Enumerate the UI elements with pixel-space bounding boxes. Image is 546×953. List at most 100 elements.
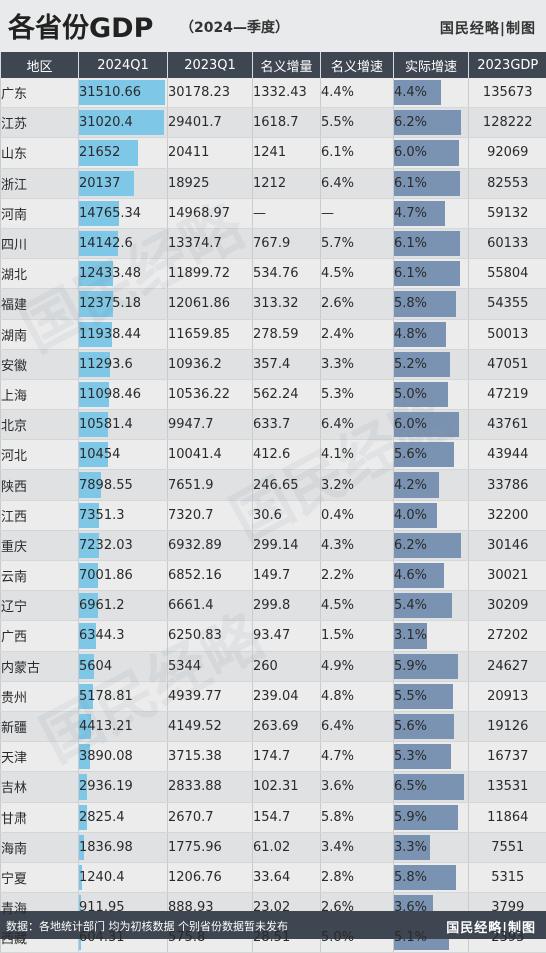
cell-value: 重庆 (1, 540, 27, 555)
cell-value: 广东 (1, 87, 27, 102)
cell-value: 4.4% (394, 85, 427, 100)
cell-value: 10536.22 (168, 387, 230, 402)
cell-gdp-2023: 32200 (469, 500, 546, 530)
cell-nominal-increase: 1332.43 (253, 78, 321, 108)
cell-nominal-increase: 1241 (253, 138, 321, 168)
cell-value: 2825.4 (79, 810, 125, 825)
cell-value: 7001.86 (79, 568, 133, 583)
cell-nominal-growth: 3.4% (321, 832, 394, 862)
cell-value: 4.0% (394, 508, 427, 523)
cell-value: 911.95 (79, 900, 125, 915)
cell-value: 3.6% (321, 779, 354, 794)
cell-nominal-growth: 4.7% (321, 742, 394, 772)
cell-value: 30.6 (253, 508, 282, 523)
cell-value: 4.1% (321, 447, 354, 462)
cell-value: 7232.03 (79, 538, 133, 553)
cell-value: 11293.6 (79, 357, 133, 372)
col-header-nominal-growth: 名义增速 (321, 52, 394, 78)
cell-q1-2023: 11899.72 (168, 259, 253, 289)
cell-value: 宁夏 (1, 872, 27, 887)
cell-value: 6344.3 (79, 628, 125, 643)
cell-real-growth: 5.6% (394, 711, 469, 741)
cell-value: 633.7 (253, 417, 290, 432)
cell-value: 2.2% (321, 568, 354, 583)
cell-region: 北京 (1, 410, 79, 440)
cell-region: 上海 (1, 379, 79, 409)
cell-value: 6.4% (321, 719, 354, 734)
cell-region: 湖南 (1, 319, 79, 349)
cell-nominal-growth: 2.6% (321, 289, 394, 319)
cell-nominal-growth: 4.5% (321, 259, 394, 289)
cell-value: 14142.6 (79, 236, 133, 251)
cell-q1-2024: 4413.21 (79, 711, 168, 741)
cell-value: 3.4% (321, 840, 354, 855)
col-header-gdp-2023: 2023GDP (469, 52, 546, 78)
cell-value: 82553 (487, 176, 528, 191)
cell-value: 4413.21 (79, 719, 133, 734)
cell-q1-2023: 12061.86 (168, 289, 253, 319)
cell-value: 5.7% (321, 236, 354, 251)
cell-value: 7651.9 (168, 478, 214, 493)
cell-value: 11899.72 (168, 266, 230, 281)
cell-value: 5315 (491, 870, 524, 885)
cell-nominal-increase: 263.69 (253, 711, 321, 741)
cell-real-growth: 4.6% (394, 561, 469, 591)
cell-value: 北京 (1, 419, 27, 434)
footer-source-note: 数据：各地统计部门 均为初核数据 个别省份数据暂未发布 (6, 918, 288, 934)
cell-value: 6.1% (321, 145, 354, 160)
cell-value: 新疆 (1, 721, 27, 736)
cell-value: 33.64 (253, 870, 290, 885)
cell-value: 6.4% (321, 417, 354, 432)
cell-value: 4.3% (321, 538, 354, 553)
cell-value: 6961.2 (79, 598, 125, 613)
cell-value: 7898.55 (79, 478, 133, 493)
cell-value: 47051 (487, 357, 528, 372)
cell-q1-2023: 14968.97 (168, 198, 253, 228)
cell-nominal-increase: 357.4 (253, 349, 321, 379)
cell-value: 128222 (483, 115, 533, 130)
cell-value: 5344 (168, 659, 201, 674)
header-row: 地区 2024Q1 2023Q1 名义增量 名义增速 实际增速 2023GDP (1, 52, 546, 78)
cell-value: 4.9% (321, 659, 354, 674)
cell-q1-2023: 4149.52 (168, 711, 253, 741)
cell-region: 宁夏 (1, 862, 79, 892)
cell-value: 135673 (483, 85, 533, 100)
cell-nominal-growth: 4.4% (321, 78, 394, 108)
cell-nominal-growth: 3.6% (321, 772, 394, 802)
cell-real-growth: 5.9% (394, 802, 469, 832)
cell-gdp-2023: 59132 (469, 198, 546, 228)
cell-value: 5.6% (394, 447, 427, 462)
cell-value: 10454 (79, 447, 120, 462)
cell-gdp-2023: 20913 (469, 681, 546, 711)
title-bar: 各省份GDP （2024—季度） 国民经略|制图 (0, 0, 546, 50)
cell-nominal-growth: 4.9% (321, 651, 394, 681)
cell-value: 6.4% (321, 176, 354, 191)
cell-gdp-2023: 135673 (469, 78, 546, 108)
cell-gdp-2023: 13531 (469, 772, 546, 802)
cell-real-growth: 6.2% (394, 530, 469, 560)
cell-value: 河北 (1, 449, 27, 464)
cell-region: 内蒙古 (1, 651, 79, 681)
cell-value: 12061.86 (168, 296, 230, 311)
cell-value: 4.6% (394, 568, 427, 583)
cell-region: 湖北 (1, 259, 79, 289)
cell-nominal-increase: 1212 (253, 168, 321, 198)
cell-gdp-2023: 47219 (469, 379, 546, 409)
cell-value: 604.31 (79, 930, 125, 945)
cell-value: 3.3% (321, 357, 354, 372)
cell-nominal-increase: 149.7 (253, 561, 321, 591)
cell-q1-2024: 31510.66 (79, 78, 168, 108)
cell-nominal-increase: 534.76 (253, 259, 321, 289)
cell-nominal-growth: 5.7% (321, 228, 394, 258)
brand-label: 国民经略|制图 (440, 18, 536, 38)
cell-value: 西藏 (1, 932, 27, 947)
cell-real-growth: 6.1% (394, 259, 469, 289)
cell-value: 浙江 (1, 178, 27, 193)
cell-value: 湖北 (1, 268, 27, 283)
cell-nominal-growth: 5.5% (321, 108, 394, 138)
cell-value: 四川 (1, 238, 27, 253)
cell-value: 3799 (491, 900, 524, 915)
